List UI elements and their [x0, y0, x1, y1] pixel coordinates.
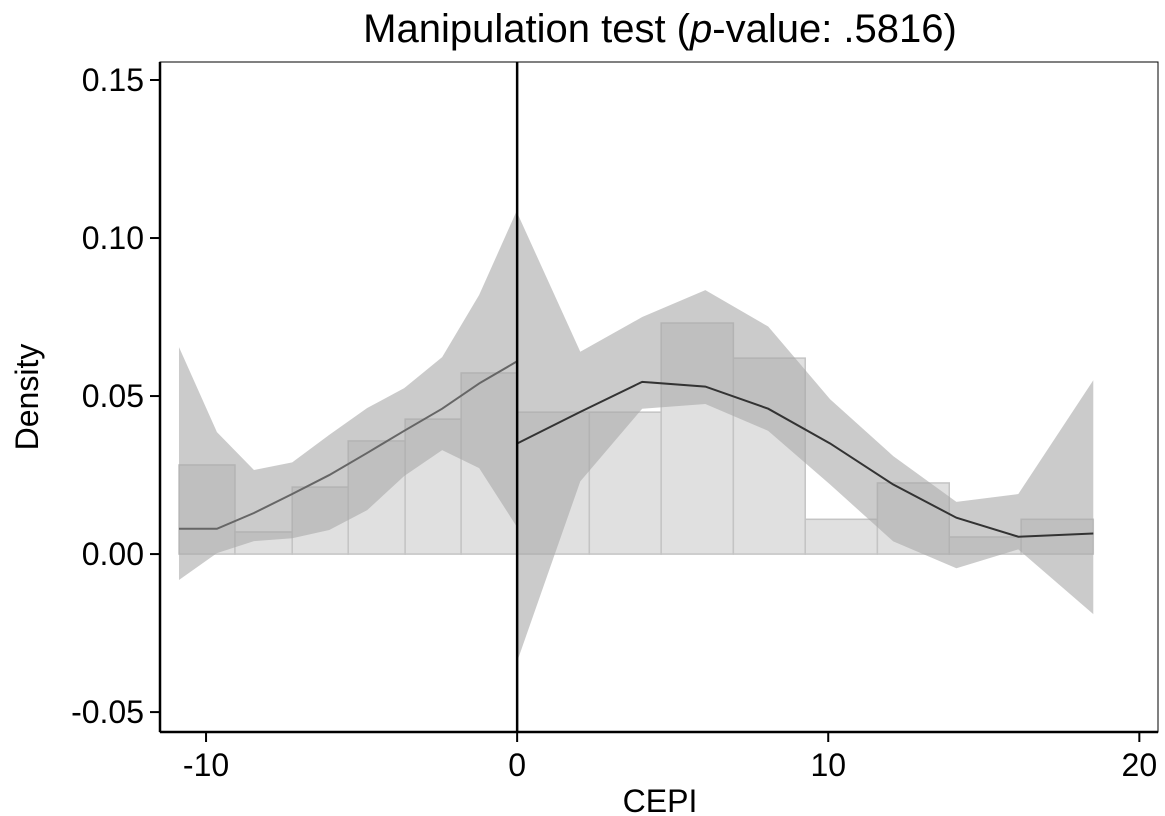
- x-axis-label: CEPI: [623, 783, 698, 816]
- y-axis-label: Density: [9, 344, 45, 451]
- density-line: [178, 360, 518, 530]
- y-tick-label: 0.15: [82, 62, 144, 98]
- y-tick-label: 0.05: [82, 378, 144, 414]
- density-line: [516, 380, 1094, 538]
- confidence-band: [178, 209, 518, 580]
- y-tick-label: 0.10: [82, 220, 144, 256]
- chart-title: Manipulation test (p-value: .5816): [363, 7, 957, 51]
- confidence-band: [517, 212, 1094, 662]
- x-tick-label: 0: [508, 747, 526, 783]
- x-tick-label: -10: [183, 747, 229, 783]
- histogram-bar: [804, 518, 879, 555]
- y-tick-label: 0.00: [82, 536, 144, 572]
- y-tick-label: -0.05: [71, 694, 144, 730]
- x-tick-label: 20: [1122, 747, 1158, 783]
- x-tick-label: 10: [810, 747, 846, 783]
